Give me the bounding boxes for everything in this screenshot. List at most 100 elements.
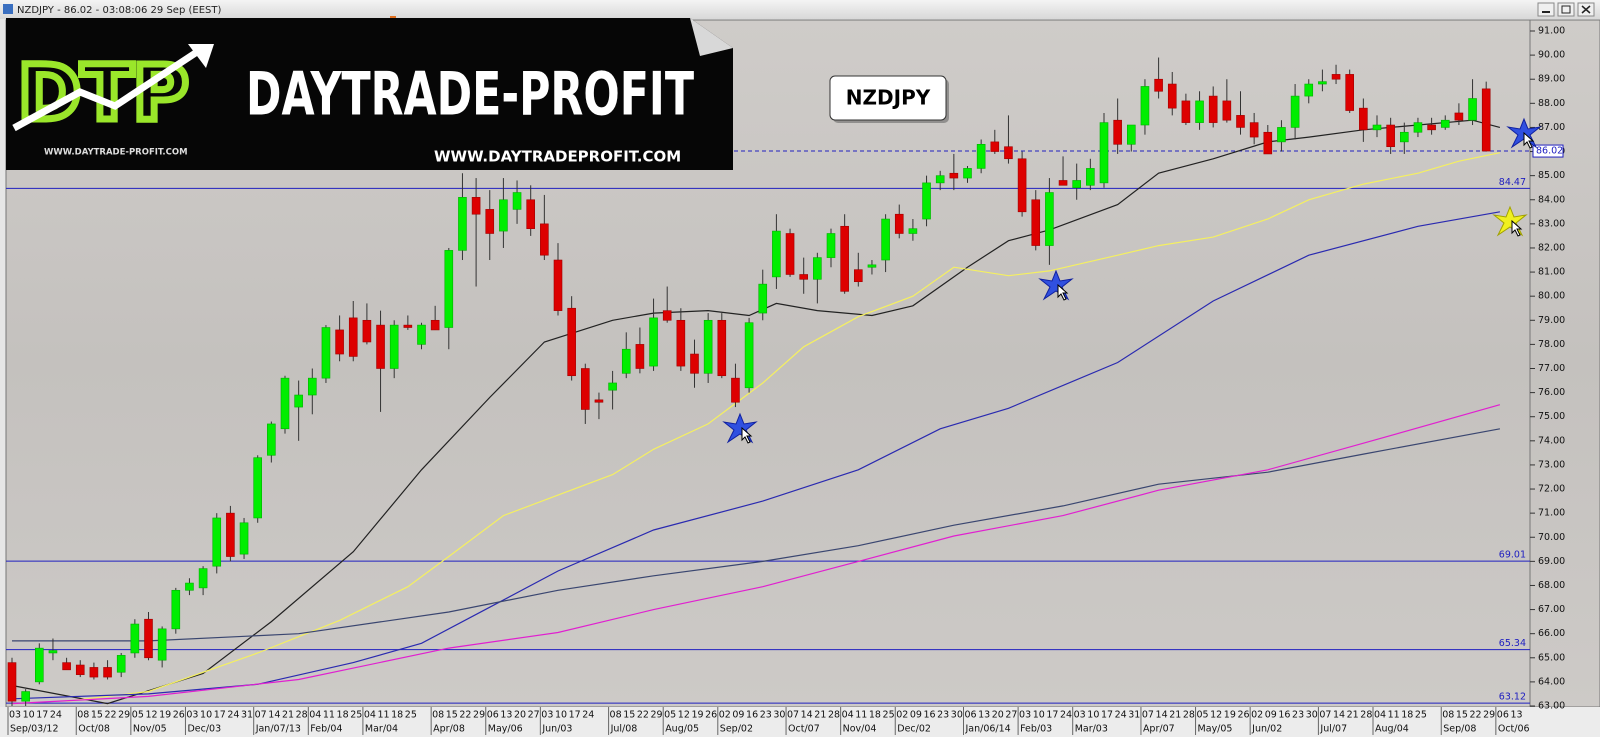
x-tick-label: 29 <box>651 710 663 721</box>
x-tick-label: 24 <box>50 710 62 721</box>
y-tick-label: 73.00 <box>1538 459 1565 470</box>
window-title-bar <box>0 0 1600 19</box>
candle-body <box>840 225 849 292</box>
cursor <box>1511 219 1523 237</box>
x-tick-label: 29 <box>1483 710 1495 721</box>
x-group-label: Sep/08 <box>1443 724 1476 735</box>
y-tick-label: 79.00 <box>1538 315 1565 326</box>
candle-body <box>963 168 972 179</box>
level-label: 63.12 <box>1499 692 1526 703</box>
y-tick-label: 71.00 <box>1538 508 1565 519</box>
candle-body <box>1222 100 1232 121</box>
candle-body <box>335 329 344 355</box>
candle-body <box>34 647 44 683</box>
candle-body <box>1304 83 1314 97</box>
candle-body <box>253 457 262 519</box>
candle-body <box>75 664 85 675</box>
x-tick-label: 21 <box>1169 710 1181 721</box>
candle-body <box>512 192 522 210</box>
y-tick-label: 90.00 <box>1538 50 1565 61</box>
x-tick-label: 06 <box>487 710 499 721</box>
window-buttons <box>1537 2 1595 17</box>
x-tick-label: 26 <box>173 710 185 721</box>
maximize-button[interactable] <box>1557 2 1575 17</box>
candle-body <box>1413 122 1423 133</box>
y-tick-label: 87.00 <box>1538 122 1565 133</box>
x-tick-label: 02 <box>719 710 731 721</box>
candle-body <box>976 144 986 169</box>
y-tick-label: 89.00 <box>1538 74 1565 85</box>
marker <box>390 16 396 19</box>
x-tick-label: 05 <box>132 710 144 721</box>
x-tick-label: 31 <box>1128 710 1140 721</box>
candle-body <box>1249 122 1259 138</box>
series-layer: 63.00 64.00 65.00 66.00 67.00 68.00 69.00 70.00… <box>6 26 1565 735</box>
x-tick-label: 08 <box>610 710 622 721</box>
level-label: 65.34 <box>1499 638 1526 649</box>
x-tick-label: 30 <box>773 710 785 721</box>
x-group-label: Nov/04 <box>843 724 877 735</box>
candle-body <box>144 618 153 659</box>
candle-body <box>894 213 904 234</box>
candle-body <box>471 197 481 215</box>
candle-body <box>198 568 208 589</box>
x-tick-label: 06 <box>1497 710 1509 721</box>
x-tick-label: 18 <box>391 710 403 721</box>
candle-body <box>813 257 822 280</box>
logo: DTP DAYTRADE-PROFIT WWW.DAYTRADE-PROFIT.… <box>6 18 733 170</box>
x-tick-label: 05 <box>1197 710 1209 721</box>
x-tick-label: 25 <box>883 710 895 721</box>
window-title: NZDJPY - 86.02 - 03:08:06 29 Sep (EEST) <box>17 5 221 16</box>
candle-body <box>1359 107 1368 131</box>
signal-stars <box>722 117 1542 444</box>
candle-body <box>526 199 536 229</box>
x-tick-label: 13 <box>500 710 512 721</box>
candle-body <box>417 324 426 345</box>
candle-body <box>294 394 303 408</box>
candle-body <box>922 182 931 220</box>
x-tick-label: 11 <box>378 710 390 721</box>
candle-body <box>48 650 58 654</box>
logo-arrowhead <box>188 44 214 68</box>
x-tick-label: 04 <box>1374 710 1386 721</box>
x-tick-label: 28 <box>1360 710 1372 721</box>
ma-line <box>11 119 1501 705</box>
candle-body <box>935 175 945 184</box>
x-tick-label: 19 <box>1224 710 1236 721</box>
window-icon <box>3 4 13 14</box>
x-tick-label: 10 <box>1087 710 1099 721</box>
x-tick-label: 14 <box>268 710 280 721</box>
x-tick-label: 20 <box>992 710 1004 721</box>
candle-body <box>853 269 863 283</box>
candle-body <box>1427 124 1436 131</box>
minimize-button[interactable] <box>1537 2 1555 17</box>
logo-name: DAYTRADE-PROFIT <box>246 60 694 130</box>
x-tick-label: 26 <box>705 710 717 721</box>
x-tick-label: 24 <box>582 710 594 721</box>
y-tick-label: 85.00 <box>1538 170 1565 181</box>
x-tick-label: 31 <box>241 710 253 721</box>
candle-body <box>758 283 768 314</box>
candle-body <box>1004 146 1013 160</box>
x-tick-label: 13 <box>1510 710 1522 721</box>
candle-body <box>621 348 631 374</box>
x-tick-label: 15 <box>623 710 635 721</box>
x-tick-label: 23 <box>760 710 772 721</box>
x-tick-label: 18 <box>337 710 349 721</box>
x-tick-label: 19 <box>159 710 171 721</box>
y-tick-label: 88.00 <box>1538 98 1565 109</box>
x-tick-label: 13 <box>978 710 990 721</box>
x-tick-label: 05 <box>664 710 676 721</box>
x-tick-label: 15 <box>1456 710 1468 721</box>
y-tick-label: 74.00 <box>1538 435 1565 446</box>
logo-url: WWW.DAYTRADEPROFIT.COM <box>434 148 681 166</box>
candle-body <box>1113 119 1122 145</box>
y-tick-label: 66.00 <box>1538 628 1565 639</box>
candle-body <box>267 423 276 456</box>
candle-body <box>1345 74 1354 111</box>
candle-body <box>21 691 30 702</box>
y-tick-label: 83.00 <box>1538 218 1565 229</box>
logo-mark: DTP <box>18 48 189 137</box>
x-group-label: Aug/05 <box>665 724 699 735</box>
